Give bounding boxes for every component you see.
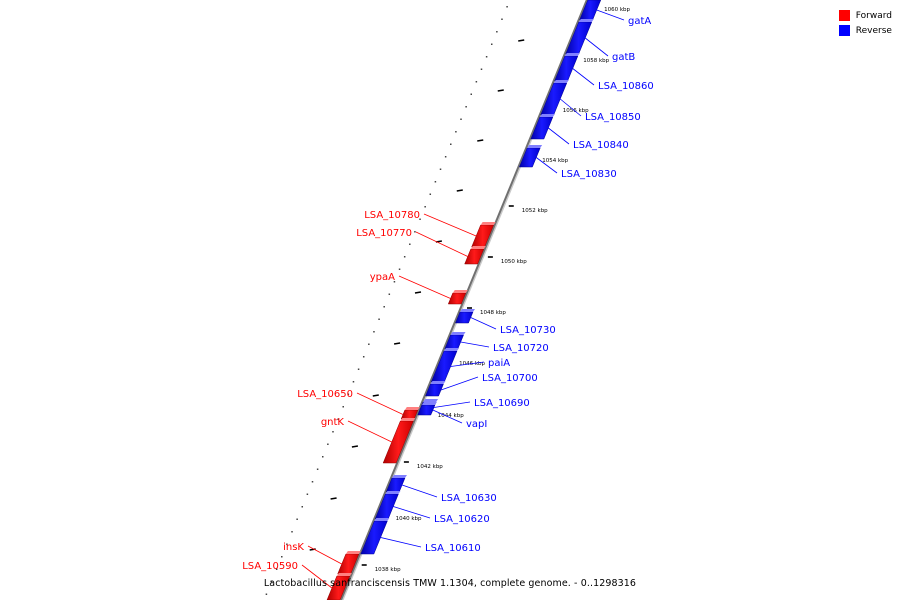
gene-block-top (539, 114, 555, 117)
scale-ticks: 1038 kbp 1040 kbp 1042 kbp 1044 kbp 1046 kbp… (309, 4, 631, 573)
gene-block-top (450, 332, 466, 335)
gene-block-top (400, 418, 416, 421)
scale-tick-label: 1060 kbp (604, 7, 630, 13)
legend-forward-label: Forward (855, 10, 892, 21)
reverse-swatch (838, 25, 850, 36)
legend-forward: Forward (838, 8, 892, 23)
gene-block-top (336, 573, 352, 576)
gene-features (326, 0, 602, 600)
scale-tick-label: 1050 kbp (501, 259, 527, 265)
scale-tick-label: 1052 kbp (522, 208, 548, 214)
gene-label-gntK: gntK (321, 417, 345, 428)
gene-block-top (345, 551, 361, 554)
gene-block-top (553, 80, 569, 83)
gene-block-top (527, 145, 543, 148)
gene-label-LSA_10720: LSA_10720 (493, 343, 549, 354)
gene-block-gntK (382, 420, 414, 464)
scale-tick-label: 1056 kbp (563, 108, 589, 114)
gene-block-top (444, 348, 460, 351)
gene-label-LSA_10840: LSA_10840 (573, 140, 629, 151)
gene-label-LSA_10770: LSA_10770 (356, 228, 412, 239)
gene-label-LSA_10730: LSA_10730 (500, 325, 556, 336)
legend-reverse-label: Reverse (855, 25, 892, 36)
gene-block-top (404, 407, 420, 410)
scale-tick-label: 1044 kbp (438, 413, 464, 419)
scale-tick-label: 1046 kbp (459, 361, 485, 367)
gene-label-gatA: gatA (628, 16, 651, 27)
gene-label-LSA_10650: LSA_10650 (297, 389, 353, 400)
gene-block-top (430, 381, 446, 384)
gene-block-top (391, 475, 407, 478)
gene-block-LSA_10610 (360, 520, 388, 555)
gene-label-vapI: vapI (466, 419, 487, 430)
gene-label-LSA_10630: LSA_10630 (441, 493, 497, 504)
gene-label-LSA_10860: LSA_10860 (598, 81, 654, 92)
gene-block-top (564, 53, 580, 56)
gene-block-top (578, 19, 594, 22)
gene-label-LSA_10590: LSA_10590 (242, 561, 298, 572)
gene-label-LSA_10610: LSA_10610 (425, 543, 481, 554)
gene-label-LSA_10700: LSA_10700 (482, 373, 538, 384)
gene-block-top (423, 399, 439, 402)
gene-label-LSA_10690: LSA_10690 (474, 398, 530, 409)
gene-block-top (421, 402, 437, 405)
scale-tick-label: 1058 kbp (583, 58, 609, 64)
scale-tick-label: 1048 kbp (480, 310, 506, 316)
gene-labels: gatA gatB LSA_10860 LSA_10850 LSA_10840 LSA_1… (242, 9, 654, 589)
gene-block-gatB (565, 21, 593, 55)
gene-block-top (459, 309, 475, 312)
dotted-guide (265, 6, 508, 595)
scale-tick-label: 1042 kbp (417, 464, 443, 470)
scale-tick-label: 1040 kbp (396, 516, 422, 522)
gene-block-top (452, 290, 468, 293)
gene-label-LSA_10780: LSA_10780 (364, 210, 420, 221)
gene-label-LSA_10850: LSA_10850 (585, 112, 641, 123)
gene-block-top (480, 222, 496, 225)
gene-label-paiA: paiA (488, 358, 510, 369)
legend-reverse: Reverse (838, 23, 892, 38)
scale-tick-label: 1054 kbp (542, 158, 568, 164)
gene-label-insK: insK (283, 542, 304, 553)
gene-block-top (470, 246, 486, 249)
gene-label-LSA_10620: LSA_10620 (434, 514, 490, 525)
gene-label-gatB: gatB (612, 52, 635, 63)
genome-caption: Lactobacillus sanfranciscensis TMW 1.130… (263, 578, 637, 589)
gene-block-top (374, 518, 390, 521)
gene-label-ypaA: ypaA (370, 272, 395, 283)
gene-block-top (385, 491, 401, 494)
gene-label-LSA_10830: LSA_10830 (561, 169, 617, 180)
forward-swatch (838, 10, 850, 21)
scale-tick-label: 1038 kbp (375, 567, 401, 573)
legend: Forward Reverse (838, 8, 892, 38)
